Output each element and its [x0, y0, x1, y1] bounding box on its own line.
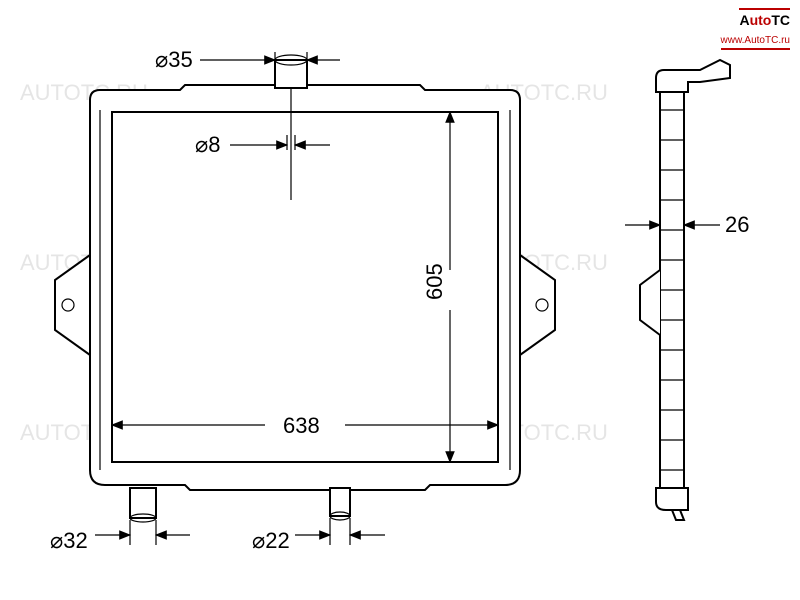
side-view: 26 [625, 60, 749, 520]
dim-d32: ⌀32 [50, 528, 88, 553]
dim-height: 605 [422, 263, 447, 300]
dim-thickness: 26 [725, 212, 749, 237]
dim-d35: ⌀35 [155, 47, 193, 72]
diagram-canvas: ⌀35 ⌀8 ⌀32 ⌀22 638 605 [0, 0, 800, 600]
dim-width: 638 [283, 413, 320, 438]
dim-d8: ⌀8 [195, 132, 220, 157]
dim-d22: ⌀22 [252, 528, 290, 553]
front-view: ⌀35 ⌀8 ⌀32 ⌀22 638 605 [50, 47, 555, 553]
